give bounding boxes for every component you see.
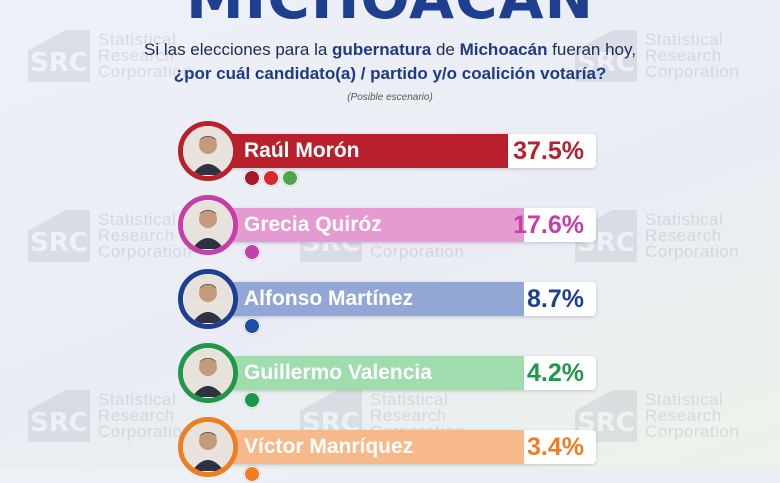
- src-logo: SRC: [28, 30, 90, 82]
- watermark-line: Research: [645, 406, 722, 425]
- watermark-line: Statistical: [645, 390, 724, 409]
- bar-track: Raúl Morón 37.5%: [208, 134, 596, 168]
- watermark-line: Statistical: [645, 210, 724, 229]
- watermark-line: Research: [98, 406, 175, 425]
- candidate-name: Raúl Morón: [244, 139, 360, 162]
- candidate-avatar: [178, 195, 238, 255]
- watermark-line: Statistical: [98, 30, 177, 49]
- candidate-row: Alfonso Martínez 8.7%: [178, 263, 598, 335]
- scenario-note: (Posible escenario): [347, 92, 433, 103]
- watermark-line: Research: [98, 226, 175, 245]
- party-logo-icon: [244, 244, 260, 260]
- candidate-row: Víctor Manríquez 3.4%: [178, 411, 598, 483]
- candidate-row: Raúl Morón 37.5%: [178, 115, 598, 187]
- party-logos: [244, 318, 260, 334]
- question-line2: ¿por cuál candidato(a) / partido y/o coa…: [173, 64, 607, 83]
- candidate-name: Grecia Quiróz: [244, 213, 382, 236]
- party-logo-icon: [244, 318, 260, 334]
- question-text: Si las elecciones para la: [144, 40, 333, 59]
- watermark-line: Corporation: [98, 422, 193, 441]
- candidate-name: Alfonso Martínez: [244, 287, 414, 310]
- watermark-line: Statistical: [98, 210, 177, 229]
- party-logo-icon: [244, 466, 260, 482]
- candidate-row: Grecia Quiróz 17.6%: [178, 189, 598, 261]
- party-logo-icon: [244, 392, 260, 408]
- percent-label: 17.6%: [513, 211, 584, 239]
- party-logos: [244, 392, 260, 408]
- watermark-line: Research: [370, 406, 447, 425]
- bar-fill: [208, 430, 524, 464]
- watermark-line: Research: [645, 46, 722, 65]
- watermark-line: Statistical: [645, 30, 724, 49]
- portrait-icon: [184, 423, 232, 471]
- percent-label: 4.2%: [527, 359, 584, 387]
- watermark-line: Corporation: [645, 422, 740, 441]
- percent-label: 37.5%: [513, 137, 584, 165]
- portrait-icon: [184, 349, 232, 397]
- candidate-avatar: [178, 121, 238, 181]
- candidate-avatar: [178, 269, 238, 329]
- question-bold: gubernatura: [332, 40, 432, 59]
- watermark-line: Statistical: [370, 390, 449, 409]
- percent-label: 8.7%: [527, 285, 584, 313]
- watermark-line: Statistical: [98, 390, 177, 409]
- party-logos: [244, 466, 260, 482]
- candidate-name: Víctor Manríquez: [244, 435, 414, 458]
- party-logos: [244, 244, 260, 260]
- question-text: de: [431, 40, 460, 59]
- bar-fill: [208, 208, 524, 242]
- watermark-line: Corporation: [98, 242, 193, 261]
- watermark-line: Corporation: [645, 62, 740, 81]
- candidate-avatar: [178, 343, 238, 403]
- bar-fill: [208, 356, 524, 390]
- portrait-icon: [184, 127, 232, 175]
- question-bold: Michoacán: [459, 40, 548, 59]
- portrait-icon: [184, 201, 232, 249]
- candidate-name: Guillermo Valencia: [244, 361, 432, 384]
- bar-fill: [208, 134, 508, 168]
- watermark-line: Corporation: [98, 62, 193, 81]
- bar-track: Guillermo Valencia 4.2%: [208, 356, 596, 390]
- watermark-line: Corporation: [645, 242, 740, 261]
- candidate-row: Guillermo Valencia 4.2%: [178, 337, 598, 409]
- watermark-line: Corporation: [370, 242, 465, 261]
- watermark-line: Research: [98, 46, 175, 65]
- portrait-icon: [184, 275, 232, 323]
- question: Si las elecciones para la gubernatura de…: [0, 38, 780, 86]
- party-logo-icon: [244, 170, 260, 186]
- party-logo-icon: [282, 170, 298, 186]
- bar-track: Alfonso Martínez 8.7%: [208, 282, 596, 316]
- percent-label: 3.4%: [527, 433, 584, 461]
- watermark-line: Research: [645, 226, 722, 245]
- question-text: fueran hoy,: [547, 40, 636, 59]
- bar-track: Víctor Manríquez 3.4%: [208, 430, 596, 464]
- bar-fill: [208, 282, 524, 316]
- src-logo: SRC: [28, 390, 90, 442]
- candidate-avatar: [178, 417, 238, 477]
- src-logo: SRC: [28, 210, 90, 262]
- party-logos: [244, 170, 298, 186]
- bar-track: Grecia Quiróz 17.6%: [208, 208, 596, 242]
- party-logo-icon: [263, 170, 279, 186]
- headline: MICHOACÁN: [0, 0, 780, 32]
